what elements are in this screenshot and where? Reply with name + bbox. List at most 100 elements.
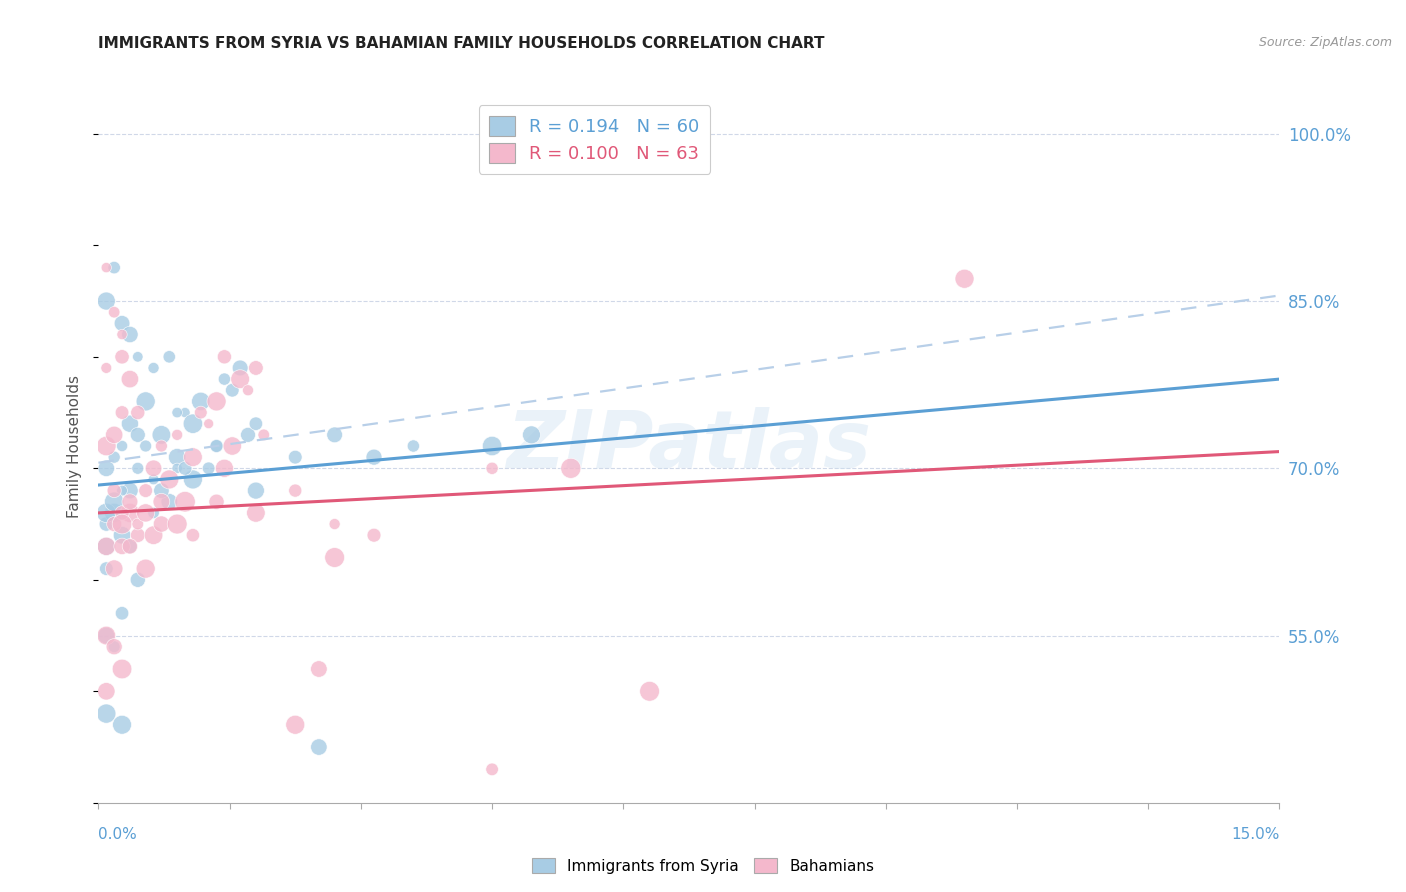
Point [118,372,141,386]
Point [96,539,118,553]
Point [127,405,149,420]
Point [96,706,118,721]
Point [221,439,243,453]
Point [96,562,118,576]
Point [118,327,141,342]
Point [205,439,228,453]
Point [150,439,173,453]
Text: 15.0%: 15.0% [1232,827,1279,841]
Point [96,539,118,553]
Legend: R = 0.194   N = 60, R = 0.100   N = 63: R = 0.194 N = 60, R = 0.100 N = 63 [478,105,710,174]
Point [118,417,141,431]
Point [174,405,197,420]
Point [166,517,188,532]
Point [181,450,204,465]
Point [205,494,228,508]
Point [402,439,425,453]
Point [96,517,118,532]
Y-axis label: Family Households: Family Households [67,375,83,517]
Point [190,405,212,420]
Point [142,461,165,475]
Point [111,539,134,553]
Point [481,461,503,475]
Point [190,394,212,409]
Point [197,461,219,475]
Point [103,640,125,654]
Point [111,327,134,342]
Point [323,517,346,532]
Point [118,539,141,553]
Point [103,483,125,498]
Point [111,316,134,330]
Point [103,450,125,465]
Point [181,473,204,487]
Point [111,350,134,364]
Point [135,394,157,409]
Point [103,562,125,576]
Point [103,506,125,520]
Point [166,405,188,420]
Point [103,427,125,442]
Point [157,473,180,487]
Point [118,506,141,520]
Point [323,550,346,565]
Point [253,427,276,442]
Point [111,506,134,520]
Point [284,450,307,465]
Point [150,517,173,532]
Text: ZIPatlas: ZIPatlas [506,407,872,485]
Point [127,573,149,587]
Point [103,640,125,654]
Point [142,528,165,542]
Point [284,717,307,731]
Point [181,528,204,542]
Point [150,494,173,508]
Point [166,461,188,475]
Text: IMMIGRANTS FROM SYRIA VS BAHAMIAN FAMILY HOUSEHOLDS CORRELATION CHART: IMMIGRANTS FROM SYRIA VS BAHAMIAN FAMILY… [98,36,825,51]
Point [127,528,149,542]
Point [127,517,149,532]
Point [481,762,503,776]
Point [166,427,188,442]
Point [308,662,330,676]
Point [127,461,149,475]
Text: 0.0%: 0.0% [98,827,138,841]
Point [174,494,197,508]
Point [197,417,219,431]
Point [214,461,236,475]
Point [157,494,180,508]
Point [221,384,243,398]
Point [245,483,267,498]
Point [560,461,582,475]
Point [111,517,134,532]
Text: Source: ZipAtlas.com: Source: ZipAtlas.com [1258,36,1392,49]
Point [205,394,228,409]
Point [481,439,503,453]
Point [96,293,118,308]
Point [229,372,252,386]
Point [103,494,125,508]
Point [111,607,134,621]
Point [96,628,118,642]
Point [181,417,204,431]
Point [174,461,197,475]
Point [96,461,118,475]
Point [135,483,157,498]
Point [103,517,125,532]
Point [245,417,267,431]
Point [127,427,149,442]
Point [118,494,141,508]
Point [111,717,134,731]
Point [111,483,134,498]
Point [953,271,976,285]
Point [96,628,118,642]
Point [142,473,165,487]
Point [166,450,188,465]
Point [111,528,134,542]
Point [96,439,118,453]
Point [308,740,330,755]
Point [150,483,173,498]
Point [103,260,125,275]
Point [96,361,118,376]
Point [229,361,252,376]
